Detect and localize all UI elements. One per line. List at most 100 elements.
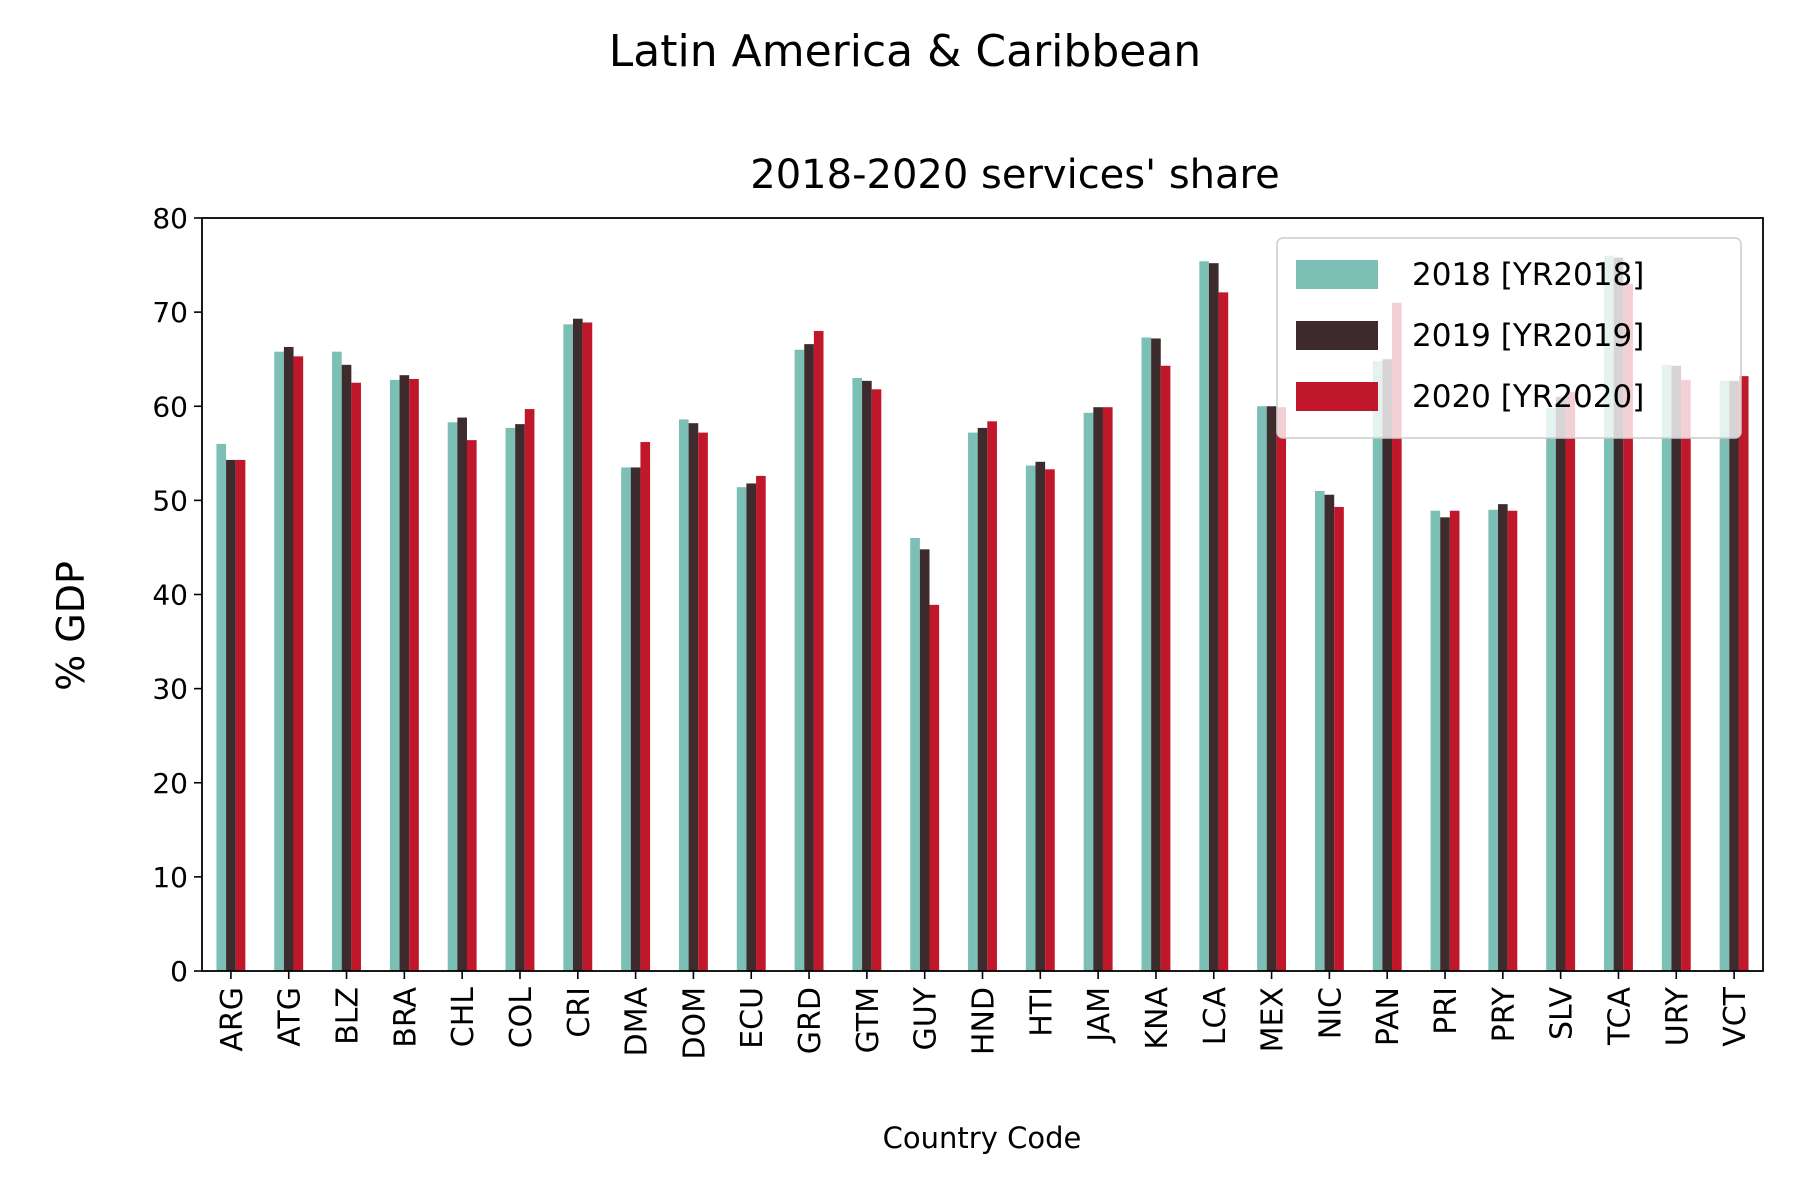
bar-mex-0 (1257, 406, 1267, 971)
legend-frame (1276, 237, 1742, 439)
bar-grd-1 (804, 344, 814, 971)
bar-kna-1 (1151, 338, 1161, 972)
y-tick-label: 60 (152, 390, 188, 423)
bar-pan-2 (1392, 302, 1402, 971)
bar-cri-2 (582, 322, 593, 971)
bar-jam-1 (1093, 407, 1103, 971)
x-tick-label-gtm: GTM (851, 987, 886, 1053)
bar-cri-1 (572, 318, 583, 971)
bar-jam-2 (1102, 407, 1113, 971)
bar-slv-2 (1565, 392, 1576, 972)
x-tick-label-dom: DOM (677, 987, 712, 1060)
bar-hti-0 (1025, 465, 1036, 971)
bar-dom-1 (688, 423, 699, 971)
y-axis: 0 10 20 30 40 50 60 70 80 (152, 202, 202, 988)
x-tick-label-vct: VCT (1718, 986, 1753, 1046)
bars (216, 255, 1749, 972)
bar-lca-0 (1199, 261, 1209, 971)
bar-atg-2 (293, 356, 304, 971)
bar-jam-0 (1083, 412, 1094, 971)
x-tick-label-arg: ARG (215, 987, 250, 1052)
x-tick-label-mex: MEX (1256, 987, 1291, 1052)
bar-dom-0 (678, 419, 689, 971)
y-tick-label: 40 (152, 579, 188, 612)
bar-grd-0 (794, 349, 805, 971)
bar-hnd-1 (977, 427, 988, 971)
y-tick-label: 50 (152, 484, 188, 517)
y-tick-label: 0 (170, 955, 188, 988)
bar-arg-0 (216, 443, 227, 971)
bar-vct-0 (1719, 380, 1730, 971)
bar-blz-1 (341, 364, 352, 972)
x-tick-label-cri: CRI (562, 987, 597, 1038)
bar-kna-0 (1141, 337, 1152, 971)
bar-atg-1 (283, 346, 294, 971)
bar-slv-0 (1546, 408, 1556, 971)
bar-pry-2 (1507, 510, 1518, 971)
bar-lca-2 (1218, 292, 1229, 971)
bar-pry-0 (1488, 509, 1499, 971)
x-axis: ARG ATG BLZ BRA CHL COL CRI DMA DOM ECU GRD GTM GUY H… (215, 971, 1753, 1060)
bar-dma-2 (640, 442, 651, 972)
bar-lca-1 (1208, 263, 1219, 971)
x-tick-label-guy: GUY (909, 986, 944, 1050)
legend-label-2: 2020 [YR2020] (1412, 379, 1644, 415)
bar-ecu-2 (756, 475, 766, 971)
y-tick-label: 10 (152, 861, 188, 894)
x-tick-label-lca: LCA (1198, 987, 1233, 1046)
bar-blz-2 (351, 382, 361, 971)
bar-hnd-2 (987, 421, 997, 971)
y-tick-label: 80 (152, 202, 188, 235)
y-tick-label: 20 (152, 767, 188, 800)
bar-guy-2 (929, 604, 940, 971)
x-tick-label-pry: PRY (1487, 986, 1522, 1042)
chart-title: 2018-2020 services' share (750, 152, 1279, 198)
x-tick-label-kna: KNA (1140, 987, 1175, 1050)
bar-ecu-1 (746, 483, 757, 971)
bar-chl-1 (457, 417, 467, 971)
bar-dma-0 (621, 467, 631, 971)
bar-atg-0 (274, 351, 284, 972)
bar-gtm-0 (852, 378, 863, 971)
bar-ury-0 (1661, 364, 1672, 972)
x-tick-label-blz: BLZ (331, 987, 366, 1045)
plot-frame (201, 217, 1764, 972)
x-tick-label-grd: GRD (793, 987, 828, 1054)
bar-nic-2 (1334, 506, 1344, 971)
bar-cri-0 (563, 324, 573, 972)
bar-hti-2 (1045, 469, 1055, 971)
bar-pri-1 (1440, 517, 1450, 971)
bar-hnd-0 (968, 432, 978, 972)
bar-pri-0 (1430, 510, 1441, 971)
bar-ury-2 (1681, 379, 1691, 971)
bar-bra-2 (409, 378, 419, 971)
chart-suptitle: Latin America & Caribbean (609, 26, 1201, 77)
x-tick-label-nic: NIC (1313, 987, 1348, 1039)
bar-chl-0 (447, 422, 458, 972)
legend-label-1: 2019 [YR2019] (1412, 318, 1644, 354)
legend: 2018 [YR2018] 2019 [YR2019] 2020 [YR2020] (1276, 237, 1742, 439)
x-tick-label-ury: URY (1660, 986, 1695, 1046)
bar-chl-2 (466, 440, 477, 971)
x-tick-label-atg: ATG (273, 987, 308, 1047)
bar-gtm-2 (871, 389, 882, 971)
bar-vct-2 (1738, 376, 1749, 971)
x-axis-label: Country Code (883, 1121, 1082, 1155)
bar-hti-1 (1035, 461, 1046, 971)
bar-ury-1 (1671, 365, 1682, 971)
bar-grd-2 (813, 330, 824, 971)
x-tick-label-pan: PAN (1371, 987, 1406, 1046)
bar-arg-1 (226, 459, 236, 971)
legend-label-0: 2018 [YR2018] (1412, 257, 1644, 293)
bar-slv-1 (1555, 396, 1566, 971)
bar-dma-1 (630, 467, 641, 971)
bar-guy-1 (919, 549, 930, 971)
bar-bra-1 (399, 375, 410, 972)
bar-mex-2 (1276, 407, 1287, 971)
bar-nic-1 (1324, 494, 1335, 971)
legend-swatch-2 (1296, 382, 1378, 411)
bar-mex-1 (1266, 406, 1277, 971)
bar-nic-0 (1314, 490, 1325, 971)
bar-pan-1 (1382, 359, 1393, 971)
